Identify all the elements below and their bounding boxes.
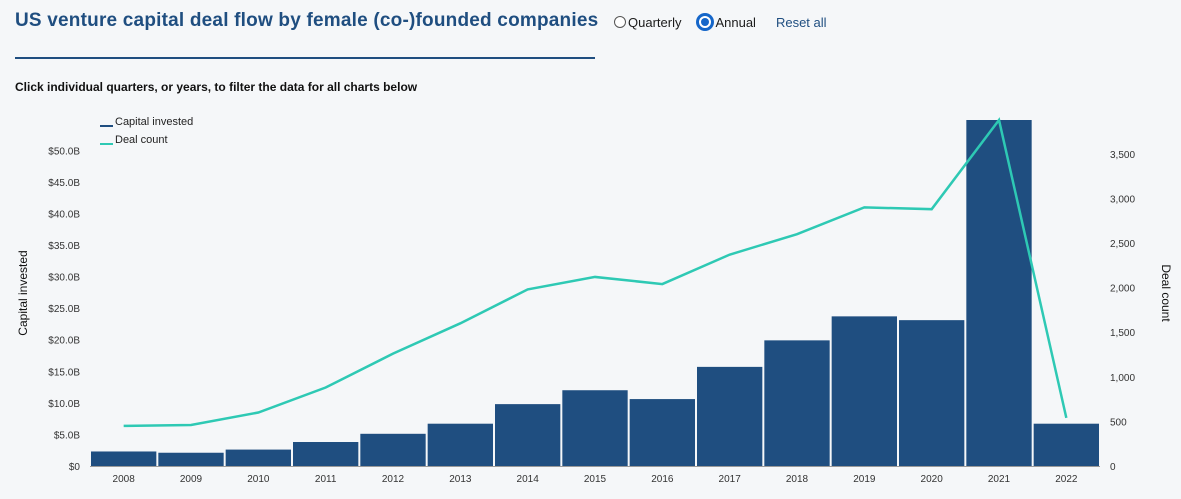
annual-radio-circle[interactable] xyxy=(697,14,714,30)
x-tick-label-2020: 2020 xyxy=(921,474,944,485)
bar-capital-2022[interactable] xyxy=(1033,423,1099,466)
legend-dealcount-label: Deal count xyxy=(115,134,168,146)
y-left-tick-label: $5.0B xyxy=(54,430,80,441)
x-tick-label-2011: 2011 xyxy=(315,474,337,485)
deal-count-point-2011[interactable] xyxy=(323,385,329,391)
x-tick-label-2013: 2013 xyxy=(449,474,472,485)
deal-count-line xyxy=(123,117,1068,428)
y-left-tick-label: $45.0B xyxy=(48,178,80,189)
quarterly-radio[interactable]: Quarterly xyxy=(614,15,681,30)
quarterly-radio-circle[interactable] xyxy=(614,16,626,28)
y-left-tick-label: $30.0B xyxy=(48,273,80,284)
bar-capital-2017[interactable] xyxy=(697,366,763,466)
annual-radio[interactable]: Annual xyxy=(697,14,756,30)
deal-count-point-2018[interactable] xyxy=(794,231,800,237)
x-tick-label-2015: 2015 xyxy=(584,474,607,485)
x-tick-label-2018: 2018 xyxy=(786,474,809,485)
y-right-tick-label: 1,000 xyxy=(1110,373,1135,384)
deal-count-point-2008[interactable] xyxy=(121,423,127,429)
y-left-tick-label: $20.0B xyxy=(48,336,80,347)
chart-instructions: Click individual quarters, or years, to … xyxy=(15,80,418,94)
bar-capital-2015[interactable] xyxy=(562,390,628,466)
x-tick-label-2008: 2008 xyxy=(113,474,136,485)
y-right-tick-label: 3,000 xyxy=(1110,194,1135,205)
bar-capital-2019[interactable] xyxy=(831,316,897,466)
deal-count-point-2010[interactable] xyxy=(255,409,261,415)
period-controls: Quarterly Annual Reset all xyxy=(614,14,827,30)
deal-count-point-2013[interactable] xyxy=(457,320,463,326)
y-left-tick-label: $10.0B xyxy=(48,399,80,410)
y-right-tick-label: 0 xyxy=(1110,462,1116,473)
deal-count-point-2019[interactable] xyxy=(861,204,867,210)
bar-capital-2010[interactable] xyxy=(225,449,291,466)
bar-capital-2014[interactable] xyxy=(495,404,561,466)
bar-capital-2020[interactable] xyxy=(899,320,965,466)
deal-count-point-2014[interactable] xyxy=(525,286,531,292)
bar-capital-2013[interactable] xyxy=(427,423,493,466)
y-left-tick-label: $25.0B xyxy=(48,304,80,315)
bar-capital-2021[interactable] xyxy=(966,120,1032,466)
y-right-tick-label: 500 xyxy=(1110,417,1127,428)
x-tick-label-2021: 2021 xyxy=(988,474,1011,485)
x-tick-label-2017: 2017 xyxy=(719,474,742,485)
title-underline xyxy=(15,57,595,59)
bar-capital-2011[interactable] xyxy=(293,442,359,466)
y-right-axis-title: Deal count xyxy=(1159,264,1173,322)
deal-count-point-2012[interactable] xyxy=(390,351,396,357)
deal-count-point-2017[interactable] xyxy=(727,252,733,258)
reset-all-link[interactable]: Reset all xyxy=(775,14,827,30)
quarterly-radio-label[interactable]: Quarterly xyxy=(628,14,682,30)
deal-count-point-2020[interactable] xyxy=(929,206,935,212)
y-right-tick-label: 1,500 xyxy=(1110,328,1135,339)
y-left-tick-label: $15.0B xyxy=(48,367,80,378)
y-left-tick-label: $0 xyxy=(69,462,81,473)
page-title: US venture capital deal flow by female (… xyxy=(15,10,599,31)
y-left-tick-label: $50.0B xyxy=(48,146,80,157)
x-tick-label-2014: 2014 xyxy=(517,474,540,485)
deal-count-point-2015[interactable] xyxy=(592,274,598,280)
deal-count-point-2009[interactable] xyxy=(188,422,194,428)
bar-capital-2018[interactable] xyxy=(764,340,830,466)
y-right-tick-label: 2,000 xyxy=(1110,284,1135,295)
x-tick-label-2009: 2009 xyxy=(180,474,203,485)
y-left-axis-title: Capital invested xyxy=(16,250,30,335)
x-tick-label-2012: 2012 xyxy=(382,474,405,485)
legend-capital-label: Capital invested xyxy=(115,116,193,128)
y-left-tick-label: $35.0B xyxy=(48,241,80,252)
deal-count-point-2021[interactable] xyxy=(996,117,1002,123)
bar-capital-2012[interactable] xyxy=(360,433,426,466)
bar-capital-2009[interactable] xyxy=(158,452,224,466)
deal-count-point-2022[interactable] xyxy=(1063,415,1069,421)
y-right-tick-label: 3,500 xyxy=(1110,150,1135,161)
x-tick-label-2019: 2019 xyxy=(853,474,876,485)
y-right-tick-label: 2,500 xyxy=(1110,239,1135,250)
bar-capital-2008[interactable] xyxy=(91,451,157,466)
deal-count-point-2016[interactable] xyxy=(659,281,665,287)
y-left-tick-label: $40.0B xyxy=(48,209,80,220)
x-tick-label-2016: 2016 xyxy=(651,474,674,485)
annual-radio-label[interactable]: Annual xyxy=(715,14,756,30)
x-tick-label-2022: 2022 xyxy=(1055,474,1078,485)
x-tick-label-2010: 2010 xyxy=(247,474,270,485)
bar-capital-2016[interactable] xyxy=(629,399,695,466)
